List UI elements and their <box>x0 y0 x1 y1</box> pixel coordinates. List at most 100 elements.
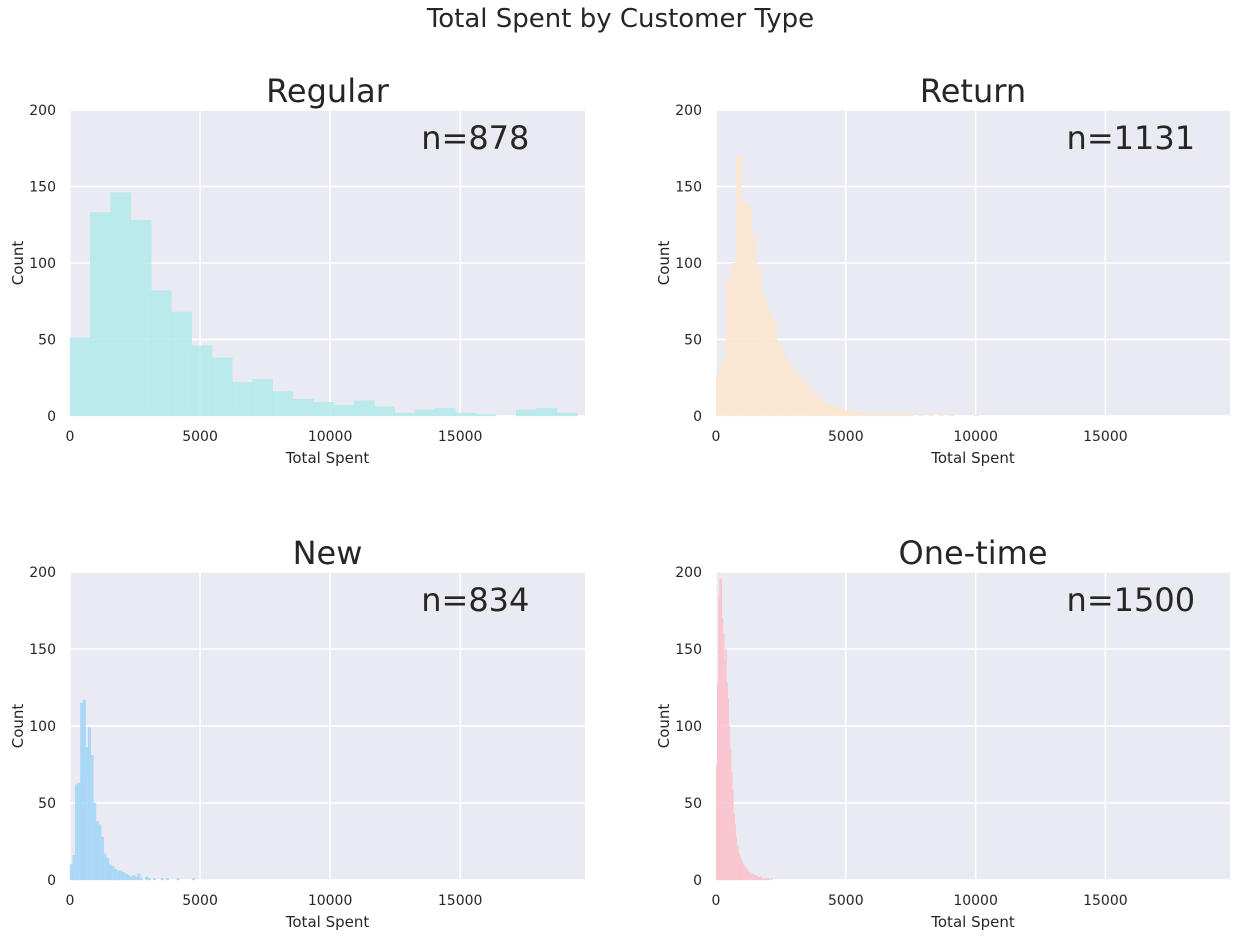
histogram-bar <box>414 409 436 417</box>
histogram-bar <box>191 345 213 417</box>
y-tick-label: 50 <box>684 333 702 349</box>
x-tick-label: 10000 <box>953 893 998 909</box>
x-tick-label: 15000 <box>1083 429 1128 445</box>
histogram-bar <box>882 414 889 417</box>
histogram-bar <box>130 220 152 417</box>
histogram-bar <box>374 406 395 417</box>
x-tick-label: 5000 <box>828 893 864 909</box>
histogram-bar <box>862 412 869 417</box>
histogram-bar <box>90 212 111 417</box>
histogram-bar <box>77 782 81 881</box>
histogram-bar <box>732 790 734 881</box>
histogram-bar <box>827 405 833 417</box>
histogram-bar <box>764 878 767 881</box>
histogram-bar <box>151 290 172 417</box>
histogram-bar <box>90 755 94 881</box>
histogram-bar <box>211 357 233 417</box>
histogram-bar <box>80 702 84 881</box>
histogram-bar <box>556 412 578 417</box>
histogram-bar <box>252 379 274 417</box>
x-tick-label: 10000 <box>308 893 353 909</box>
histogram-bar <box>759 876 761 881</box>
histogram-bar <box>127 875 130 881</box>
histogram-bar <box>822 402 828 417</box>
histogram-bar <box>812 392 818 417</box>
histogram-bar <box>903 414 909 417</box>
histogram-bar <box>766 878 768 881</box>
x-axis-label: Total Spent <box>285 913 370 931</box>
histogram-bar <box>110 192 132 417</box>
histogram-bar <box>718 596 720 881</box>
y-tick-label: 200 <box>29 103 56 119</box>
histogram-bar <box>767 878 769 881</box>
histogram-bar <box>908 414 914 417</box>
histogram-bar <box>313 402 334 417</box>
histogram-panel-1: Return n=1131 0 5000 10000 15000 0 50 100 150 200 T… <box>655 72 1230 467</box>
histogram-bar <box>776 343 782 417</box>
histogram-bar <box>749 872 752 881</box>
histogram-bar <box>272 391 294 417</box>
histogram-bar <box>192 878 195 881</box>
histogram-bar <box>75 784 78 881</box>
histogram-bar <box>72 855 76 881</box>
histogram-bar <box>872 414 879 417</box>
histogram-bar <box>756 267 762 417</box>
histogram-bar <box>745 867 747 881</box>
histogram-bar <box>852 411 858 417</box>
panel-title: Regular <box>266 72 390 110</box>
y-tick-label: 150 <box>675 642 702 658</box>
histogram-bar <box>948 414 955 417</box>
histogram-bar <box>817 397 823 417</box>
histogram-bar <box>132 875 136 881</box>
histogram-bar <box>752 873 754 881</box>
histogram-bar <box>739 855 741 881</box>
y-axis-label: Count <box>9 704 27 749</box>
histogram-bar <box>857 412 863 417</box>
histogram-bar <box>147 878 151 881</box>
y-tick-label: 200 <box>29 565 56 581</box>
histogram-bar <box>69 864 73 881</box>
y-tick-label: 150 <box>29 180 56 196</box>
histogram-bar <box>763 878 766 881</box>
sample-size-label: n=878 <box>421 119 529 157</box>
histogram-bar <box>736 845 739 881</box>
histogram-bar <box>928 414 934 417</box>
y-tick-label: 50 <box>38 333 56 349</box>
figure-title: Total Spent by Customer Type <box>426 4 815 34</box>
histogram-bar <box>746 869 748 881</box>
histogram-bar <box>741 861 744 881</box>
histogram-bar <box>751 235 757 417</box>
histogram-bar <box>719 578 721 881</box>
histogram-bar <box>742 864 745 881</box>
y-tick-label: 200 <box>675 103 702 119</box>
histogram-bar <box>95 821 99 881</box>
y-tick-label: 200 <box>675 565 702 581</box>
x-tick-label: 15000 <box>438 429 483 445</box>
histogram-bar <box>722 633 725 881</box>
panel-title: One-time <box>899 534 1048 572</box>
histogram-bar <box>974 414 980 417</box>
histogram-bar <box>801 380 808 417</box>
histogram-panel-2: New n=834 0 5000 10000 15000 0 50 100 150 200 Total… <box>9 534 585 931</box>
histogram-bar <box>755 875 758 881</box>
histogram-bar <box>736 155 742 417</box>
histogram-bar <box>842 409 848 417</box>
panel-title: Return <box>920 72 1026 110</box>
sample-size-label: n=834 <box>421 581 529 619</box>
histogram-bar <box>768 878 770 881</box>
x-tick-label: 0 <box>712 893 721 909</box>
histogram-bar <box>726 682 728 881</box>
y-axis-label: Count <box>655 704 673 749</box>
histogram-bar <box>806 386 813 417</box>
histogram-bar <box>516 409 537 417</box>
histogram-bar <box>145 876 149 881</box>
histogram-bar <box>232 382 253 417</box>
histogram-bar <box>119 870 123 881</box>
histogram-panel-0: Regular n=878 0 5000 10000 15000 0 50 100 150 200 T… <box>9 72 585 467</box>
histogram-bar <box>114 869 117 881</box>
histogram-bar <box>837 408 843 417</box>
histogram-bar <box>762 878 765 881</box>
histogram-bar <box>82 699 86 881</box>
histogram-bar <box>435 408 456 417</box>
histogram-bar <box>893 414 899 417</box>
